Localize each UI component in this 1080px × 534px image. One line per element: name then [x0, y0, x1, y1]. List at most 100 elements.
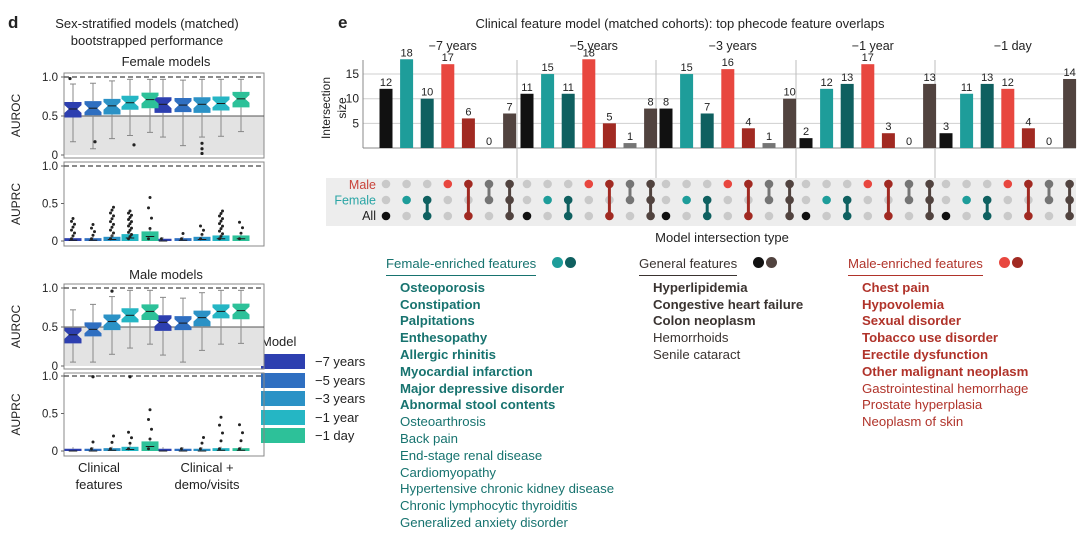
y-axis-label: Intersection — [319, 77, 333, 139]
intersection-bar — [721, 69, 735, 148]
box-−5 years — [174, 238, 192, 241]
plot-frame — [63, 72, 265, 159]
outlier — [110, 440, 114, 444]
list-item: Senile cataract — [653, 346, 741, 362]
dot-icon — [766, 257, 778, 269]
group-label: −7 years — [429, 39, 477, 53]
list-item: Constipation — [400, 296, 481, 312]
outlier — [109, 220, 112, 224]
intersection-bar — [400, 59, 414, 149]
matrix-dot-filled — [863, 179, 873, 189]
matrix-dot-filled — [584, 179, 594, 189]
matrix-dot-empty — [661, 195, 671, 205]
bar-value-label: 17 — [442, 52, 454, 64]
matrix-dot-filled — [941, 211, 951, 221]
matrix-dot-filled — [925, 195, 934, 205]
bar-value-label: 6 — [465, 106, 471, 118]
outlier — [128, 209, 132, 213]
bar-value-label: 12 — [380, 77, 392, 89]
matrix-dot-filled — [982, 195, 992, 205]
bar-value-label: 18 — [583, 47, 595, 59]
intersection-bar — [1021, 128, 1035, 148]
list-item: Gastrointestinal hemorrhage — [862, 380, 1029, 396]
outlier — [128, 375, 132, 379]
outlier — [68, 76, 72, 81]
y-tick-label: 0.5 — [42, 409, 58, 421]
general-dots — [753, 256, 779, 273]
box-−5 years — [174, 98, 192, 113]
list-item: Hyperlipidemia — [653, 279, 748, 295]
y-tick-label: 10 — [346, 92, 360, 106]
outlier — [199, 224, 202, 228]
outlier — [150, 216, 153, 220]
box-−3 years — [103, 236, 121, 241]
bar-value-label: 11 — [961, 82, 972, 94]
box-−5 years — [84, 322, 102, 337]
matrix-dot-filled — [661, 211, 671, 221]
intersection-bar — [602, 123, 616, 148]
y-tick-label: 0.5 — [42, 111, 58, 123]
y-axis-label: AUPRC — [9, 393, 23, 435]
matrix-dot-filled — [682, 195, 691, 205]
outlier — [199, 447, 202, 451]
intersection-bar — [461, 118, 475, 148]
matrix-dot-filled — [563, 195, 573, 205]
outlier — [219, 227, 223, 231]
bar-value-label: 11 — [562, 82, 573, 94]
outlier — [239, 439, 243, 443]
male-dots — [998, 256, 1025, 273]
outlier — [127, 230, 130, 234]
matrix-dot-empty — [584, 211, 594, 221]
y-tick-label: 1.0 — [42, 72, 58, 84]
outlier — [127, 447, 130, 451]
outlier — [128, 441, 132, 445]
matrix-dot-empty — [884, 195, 893, 205]
outlier — [218, 447, 221, 451]
intersection-bar — [861, 64, 875, 148]
matrix-dot-filled — [1024, 179, 1033, 189]
outlier — [202, 228, 205, 232]
outlier — [219, 415, 223, 419]
x-group2-line1: Clinical + — [180, 460, 234, 475]
matrix-row-label: Male — [349, 178, 376, 192]
matrix-dot-filled — [625, 195, 635, 205]
legend-swatch — [261, 372, 305, 388]
y-tick-label: 1.0 — [42, 161, 58, 173]
outlier — [239, 231, 243, 235]
box-−5 years — [84, 101, 102, 116]
matrix-dot-filled — [646, 211, 655, 221]
female-feature-list: Female-enriched features Osteoporosis Co… — [386, 256, 614, 532]
outlier — [128, 235, 132, 239]
matrix-dot-filled — [1003, 179, 1013, 189]
intersection-bar — [541, 74, 555, 148]
outlier — [93, 140, 97, 144]
matrix-dot-empty — [941, 179, 951, 189]
list-item: Tobacco use disorder — [862, 330, 999, 346]
intersection-bar — [561, 93, 575, 148]
y-tick-label: 15 — [346, 67, 360, 81]
matrix-band — [326, 178, 1076, 226]
bar-value-label: 2 — [803, 126, 809, 138]
legend-label: −5 years — [315, 372, 366, 388]
box-−1 year — [121, 234, 139, 241]
dot-icon — [552, 257, 564, 269]
list-item: Neoplasm of skin — [862, 414, 964, 430]
bar-value-label: 11 — [521, 82, 532, 94]
plot-frame — [63, 372, 265, 457]
list-item: Chest pain — [862, 279, 930, 295]
intersection-bar — [582, 59, 596, 149]
matrix-dot-filled — [443, 179, 453, 189]
bar-value-label: 15 — [680, 62, 692, 74]
box-−1 day — [232, 303, 250, 320]
legend-item: −7 years — [261, 353, 365, 372]
box-−5 years — [84, 448, 102, 451]
list-item: Hypertensive chronic kidney disease — [400, 481, 615, 497]
bar-value-label: 13 — [841, 72, 853, 84]
matrix-dot-filled — [785, 179, 794, 189]
legend-item: −1 day — [261, 427, 365, 446]
outlier — [148, 226, 152, 230]
box-−7 years — [64, 448, 82, 451]
outlier — [147, 447, 150, 451]
matrix-dot-filled — [702, 195, 712, 205]
intersection-bar — [520, 93, 534, 148]
